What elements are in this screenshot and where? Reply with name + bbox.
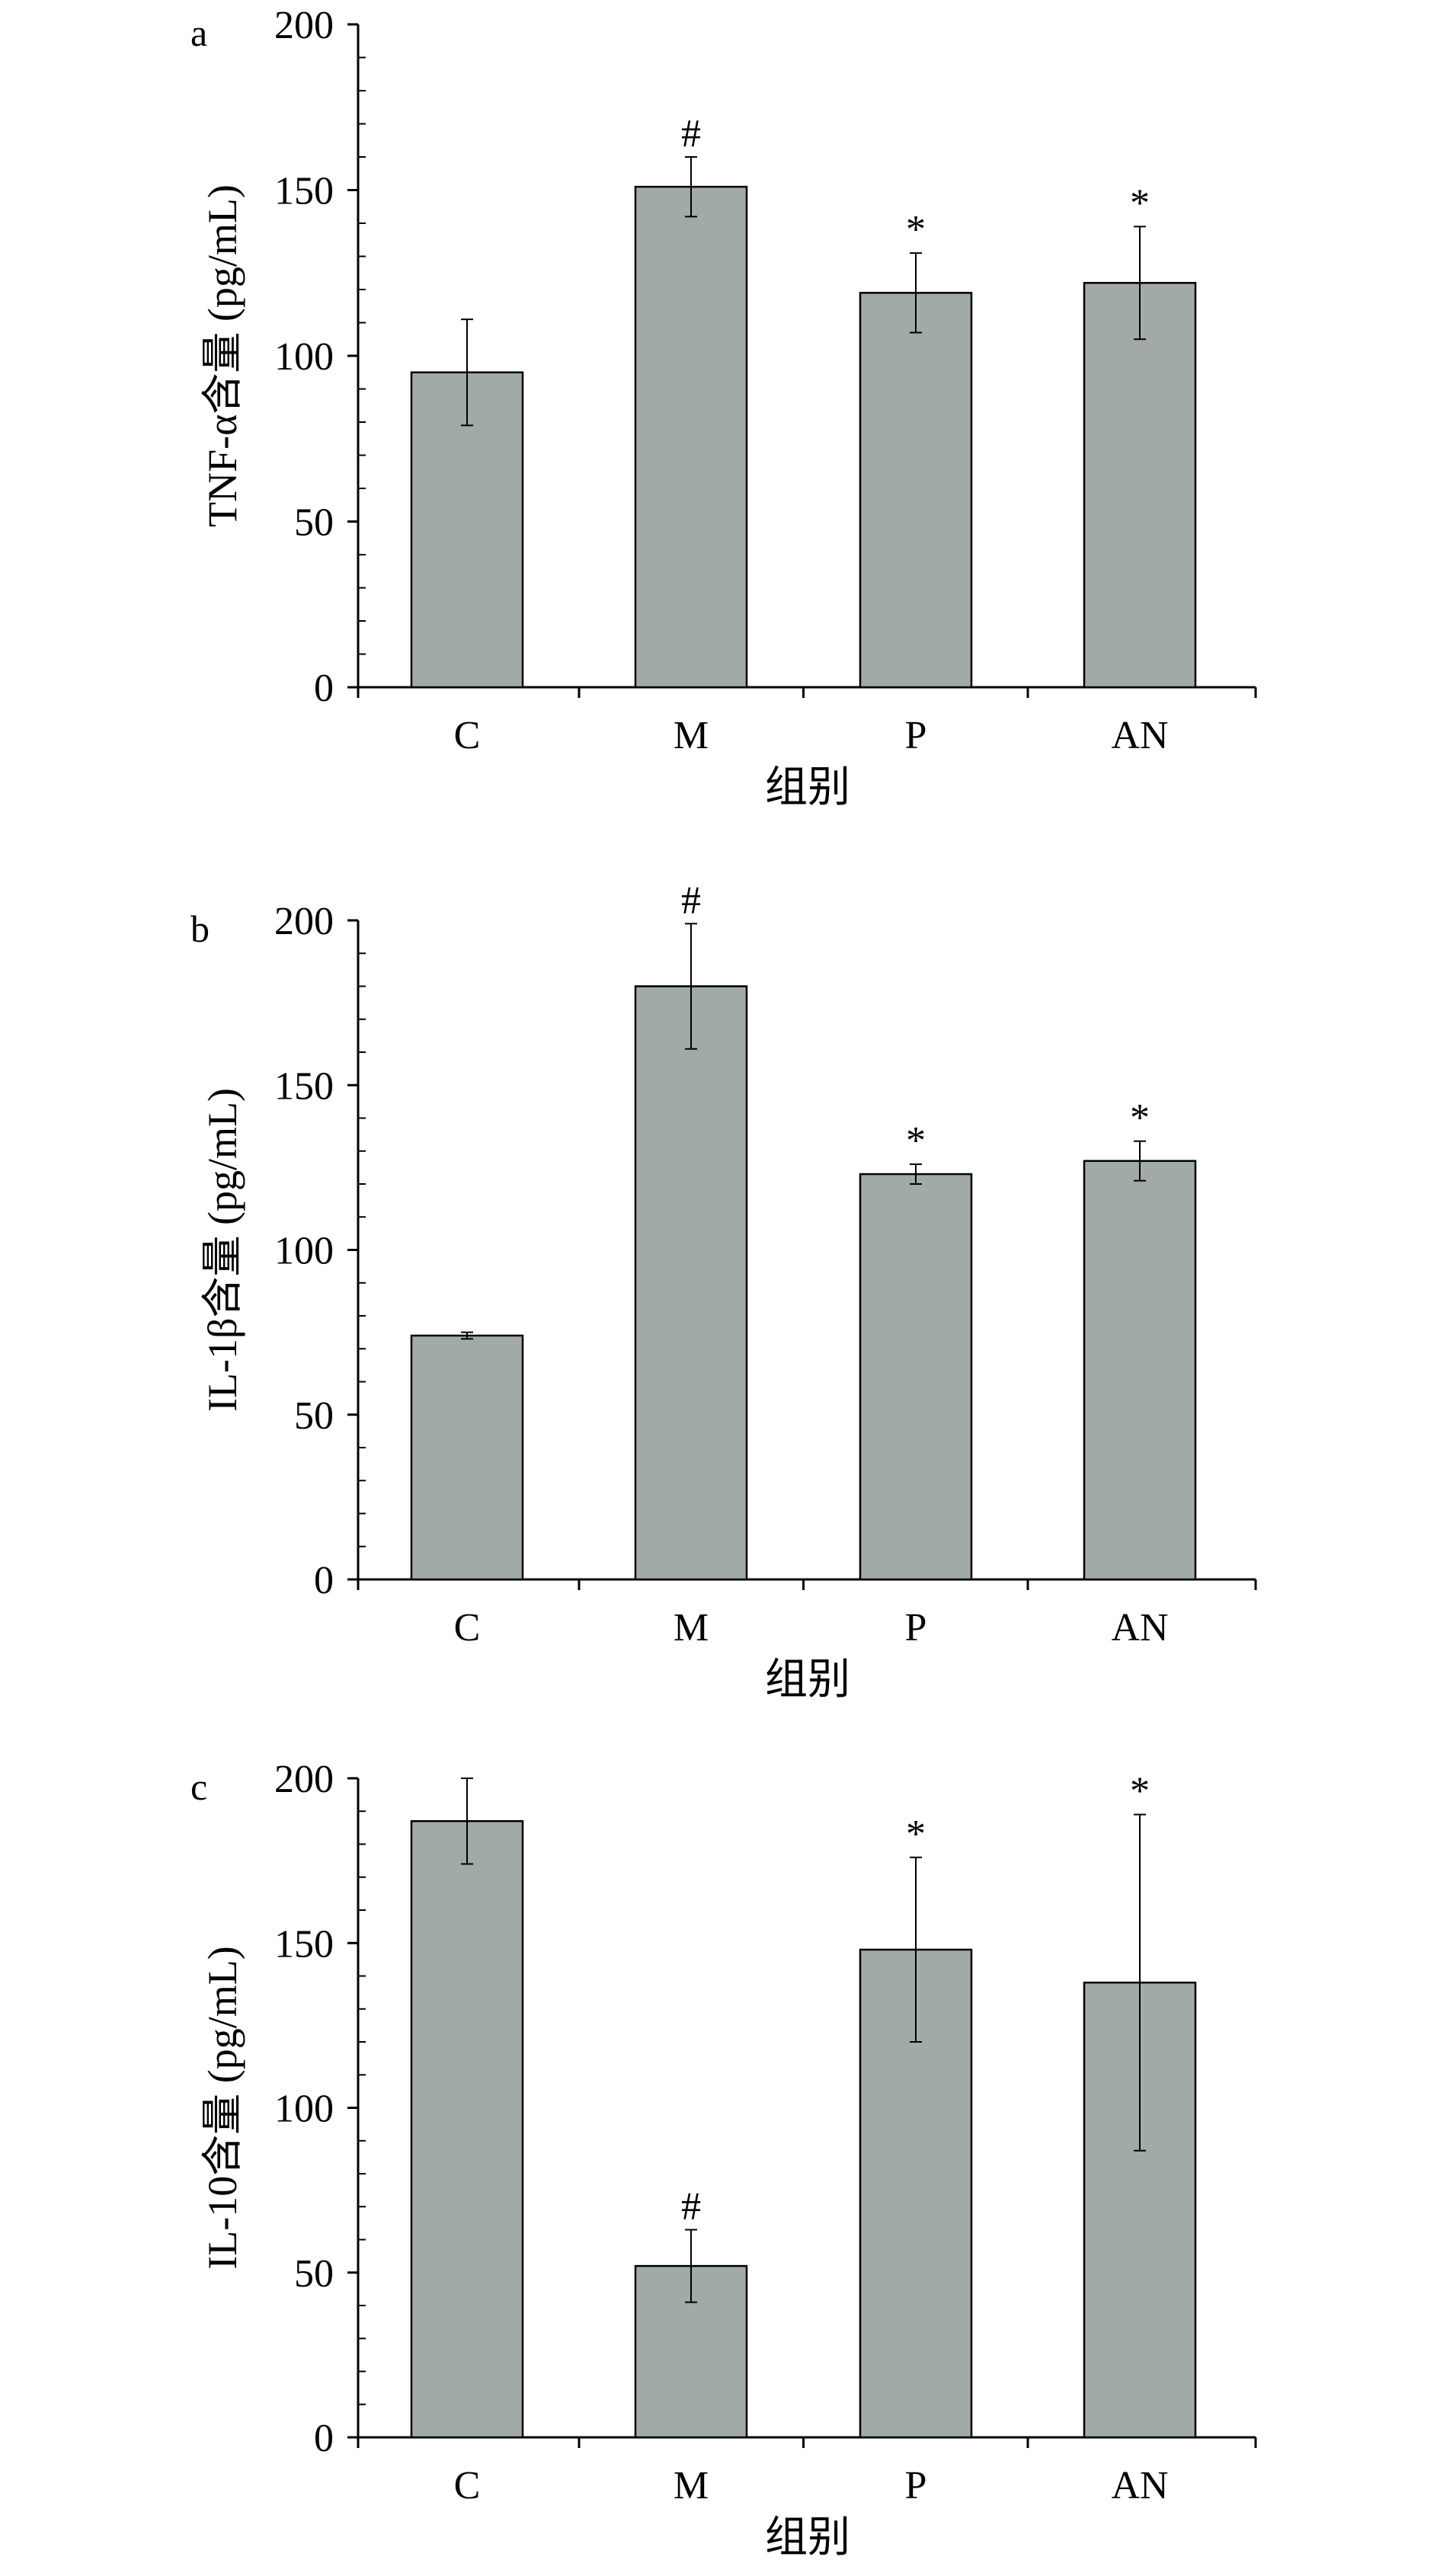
x-tick-label: AN xyxy=(1111,1606,1168,1650)
bar-C xyxy=(410,1819,524,2439)
significance-marker: * xyxy=(1130,181,1150,225)
x-tick-label: P xyxy=(905,1606,927,1650)
x-tick-label: M xyxy=(674,2464,709,2507)
x-axis-title: 组别 xyxy=(765,764,850,811)
x-tick-label: AN xyxy=(1111,714,1168,757)
x-tick-label: M xyxy=(674,714,709,757)
y-tick-label: 200 xyxy=(274,4,334,47)
panel-label: b xyxy=(190,907,210,950)
bar-M xyxy=(634,185,748,689)
x-axis-title: 组别 xyxy=(765,1656,850,1704)
x-tick-label: AN xyxy=(1111,2464,1168,2507)
panel-label: c xyxy=(190,1765,207,1808)
y-axis-title: IL-1β含量 (pg/mL) xyxy=(200,1088,245,1412)
y-tick-label: 50 xyxy=(294,2252,334,2296)
bar-P xyxy=(859,292,973,689)
y-tick-label: 150 xyxy=(274,1064,334,1108)
chart-panel-c: c 0 50 100 150 200 IL-10含量 (pg/mL) C M P AN 组别 # * * xyxy=(190,1758,1257,2562)
y-tick-label: 0 xyxy=(314,667,334,710)
significance-marker: * xyxy=(906,1813,926,1856)
significance-marker: # xyxy=(681,2185,701,2229)
panel-label: a xyxy=(190,11,207,54)
y-tick-label: 200 xyxy=(274,1758,334,1801)
chart-panel-b: b 0 50 100 150 200 IL-1β含量 (pg/mL) C M P AN 组别 # * * xyxy=(190,878,1257,1704)
y-tick-label: 100 xyxy=(274,2088,334,2131)
x-tick-label: P xyxy=(905,2464,927,2507)
y-tick-label: 150 xyxy=(274,170,334,213)
bar-AN xyxy=(1083,282,1197,689)
bar-M xyxy=(634,985,748,1581)
y-axis-title: IL-10含量 (pg/mL) xyxy=(200,1946,245,2269)
y-tick-label: 200 xyxy=(274,900,334,943)
x-tick-label: P xyxy=(905,714,927,757)
x-axis-title: 组别 xyxy=(765,2514,850,2562)
significance-marker: # xyxy=(681,112,701,155)
significance-marker: # xyxy=(681,878,701,922)
bar-AN xyxy=(1083,1160,1197,1581)
x-tick-label: C xyxy=(454,1606,481,1650)
chart-panel-a: a 0 50 100 150 200 TNF-α含量 (pg/mL) C M P AN 组别 # * * xyxy=(190,4,1257,811)
significance-marker: * xyxy=(1130,1770,1150,1813)
x-tick-label: C xyxy=(454,2464,481,2507)
significance-marker: * xyxy=(906,208,926,251)
y-tick-label: 100 xyxy=(274,335,334,379)
significance-marker: * xyxy=(906,1119,926,1163)
y-tick-label: 50 xyxy=(294,1394,334,1438)
x-tick-label: M xyxy=(674,1606,709,1650)
y-axis-title: TNF-α含量 (pg/mL) xyxy=(200,184,245,527)
y-tick-label: 150 xyxy=(274,1922,334,1966)
significance-marker: * xyxy=(1130,1096,1150,1140)
y-tick-label: 50 xyxy=(294,501,334,545)
y-tick-label: 100 xyxy=(274,1230,334,1273)
bar-P xyxy=(859,1173,973,1581)
y-tick-label: 0 xyxy=(314,2417,334,2460)
x-tick-label: C xyxy=(454,714,481,757)
bar-C xyxy=(410,1334,524,1581)
y-tick-label: 0 xyxy=(314,1559,334,1602)
